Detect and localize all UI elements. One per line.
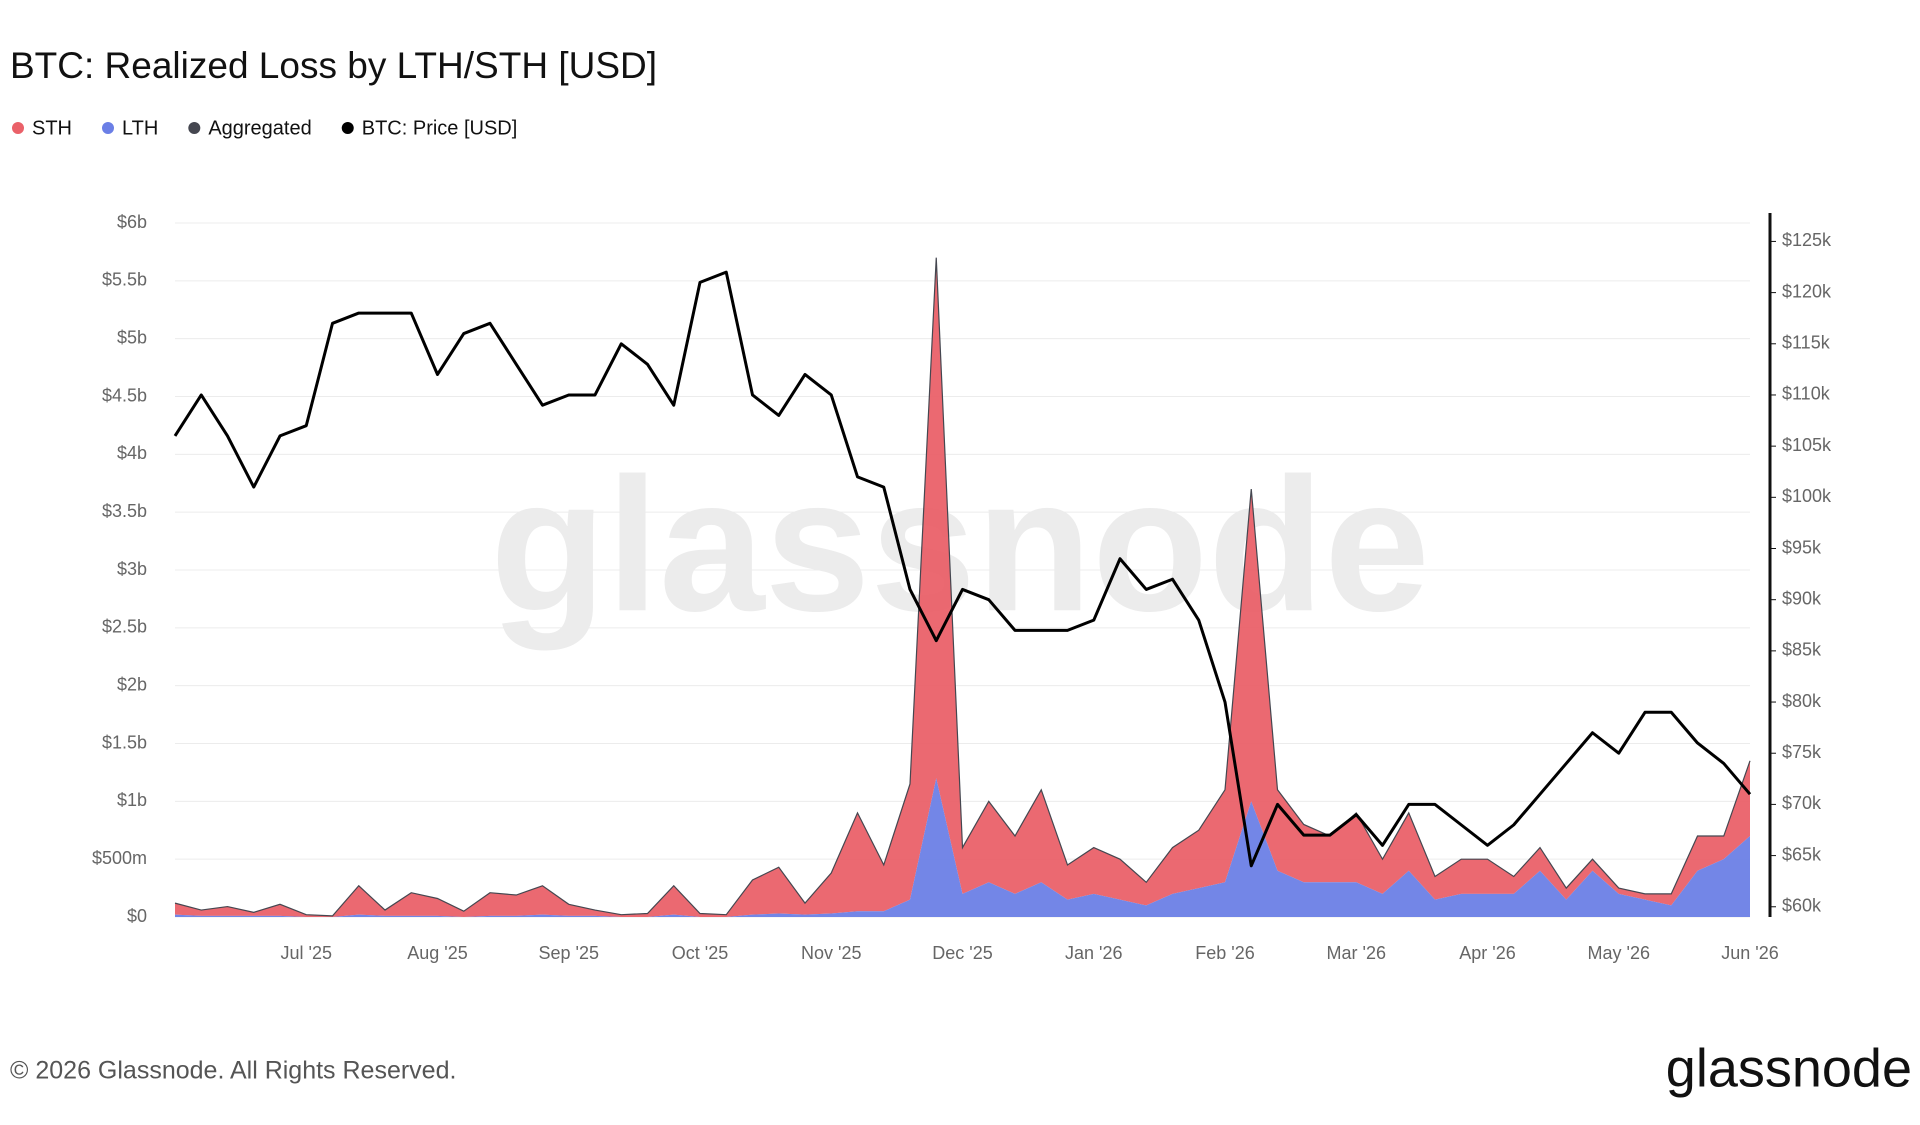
y2-tick-label: $120k: [1782, 281, 1832, 301]
y2-tick-label: $125k: [1782, 230, 1832, 250]
legend-label: LTH: [122, 117, 158, 139]
y2-tick-label: $90k: [1782, 588, 1822, 608]
x-tick-label: Aug '25: [407, 943, 468, 963]
y2-tick-label: $100k: [1782, 486, 1832, 506]
y-tick-label: $2.5b: [102, 617, 147, 637]
legend-marker: [188, 122, 201, 134]
chart-title: BTC: Realized Loss by LTH/STH [USD]: [10, 45, 657, 86]
x-tick-label: Apr '26: [1459, 943, 1515, 963]
x-tick-label: Jul '25: [281, 943, 332, 963]
y2-tick-label: $115k: [1782, 333, 1831, 353]
footer: © 2026 Glassnode. All Rights Reserved.: [10, 1057, 456, 1085]
aggregated-line: [174, 257, 1751, 917]
x-tick-label: May '26: [1588, 943, 1650, 963]
watermark: glassnode: [490, 439, 1430, 651]
y-tick-label: $5b: [117, 327, 147, 347]
x-tick-label: Jun '26: [1721, 943, 1778, 963]
legend-label: Aggregated: [208, 117, 311, 139]
y-tick-label: $500m: [92, 848, 147, 868]
y-tick-label: $1b: [117, 790, 147, 810]
y-tick-label: $3.5b: [102, 501, 147, 521]
y-tick-label: $4.5b: [102, 385, 147, 405]
x-tick-label: Sep '25: [539, 943, 600, 963]
x-tick-label: Dec '25: [932, 943, 992, 963]
y2-tick-label: $70k: [1782, 793, 1822, 813]
y-tick-label: $6b: [117, 212, 147, 232]
y2-tick-label: $80k: [1782, 691, 1822, 711]
x-tick-label: Oct '25: [672, 943, 728, 963]
y-tick-label: $0: [127, 906, 147, 926]
x-tick-label: Nov '25: [801, 943, 861, 963]
y-tick-label: $5.5b: [102, 270, 147, 290]
legend-marker: [341, 122, 354, 134]
y2-tick-label: $75k: [1782, 742, 1822, 762]
y2-tick-label: $110k: [1782, 384, 1831, 404]
lth-area: [175, 778, 1750, 917]
x-tick-label: Mar '26: [1327, 943, 1386, 963]
x-tick-label: Feb '26: [1195, 943, 1254, 963]
y2-tick-label: $95k: [1782, 537, 1822, 557]
y2-tick-label: $85k: [1782, 640, 1822, 660]
y2-tick-label: $105k: [1782, 435, 1832, 455]
brand-logo: glassnode: [1666, 1038, 1912, 1098]
y-tick-label: $1.5b: [102, 732, 147, 752]
legend-marker: [102, 122, 114, 134]
legend-label: BTC: Price [USD]: [362, 117, 518, 139]
y-tick-label: $3b: [117, 559, 147, 579]
legend-marker: [12, 122, 24, 134]
x-tick-label: Jan '26: [1065, 943, 1122, 963]
legend-label: STH: [32, 117, 72, 139]
y2-tick-label: $60k: [1782, 896, 1822, 916]
y-tick-label: $2b: [117, 674, 147, 694]
price-line: [173, 270, 1752, 868]
y-tick-label: $4b: [117, 443, 147, 463]
y2-tick-label: $65k: [1782, 844, 1822, 864]
